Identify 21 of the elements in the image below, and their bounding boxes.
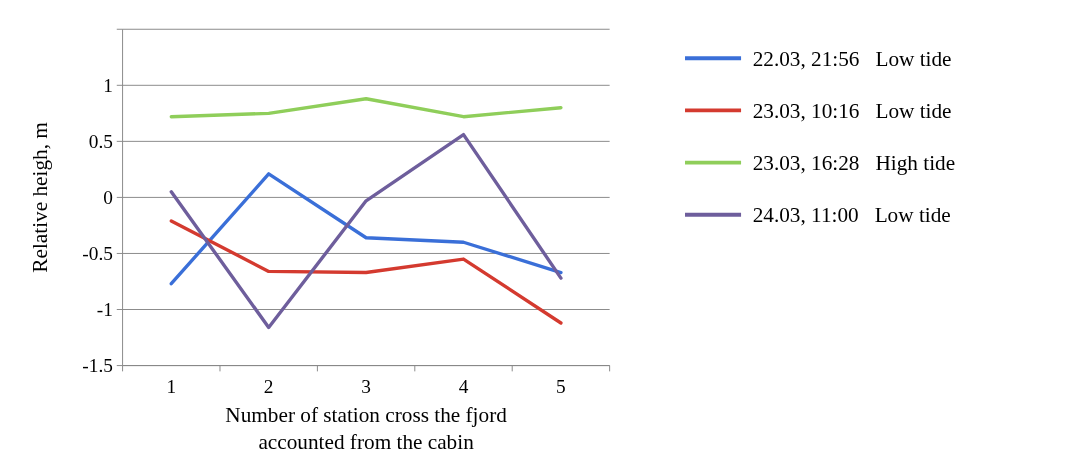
y-tick-label: 1 bbox=[103, 75, 113, 97]
line-series bbox=[169, 172, 563, 286]
x-tick-label: 1 bbox=[166, 375, 177, 397]
y-tick-label: -1 bbox=[96, 299, 113, 321]
y-tick-label: -0.5 bbox=[82, 243, 113, 265]
line-series bbox=[169, 219, 563, 325]
legend-label: 22.03, 21:56 Low tide bbox=[752, 46, 952, 71]
x-tick-label: 4 bbox=[458, 375, 469, 397]
x-tick-label: 2 bbox=[263, 375, 274, 397]
y-tick-label: -1.5 bbox=[82, 355, 113, 377]
legend-label: 23.03, 10:16 Low tide bbox=[752, 98, 952, 123]
legend-label: 24.03, 11:00 Low tide bbox=[752, 203, 951, 228]
x-tick-label: 5 bbox=[556, 375, 566, 397]
line-series bbox=[169, 97, 563, 119]
legend-label: 23.03, 16:28 High tide bbox=[752, 151, 956, 176]
y-tick-label: 0.5 bbox=[88, 131, 113, 153]
y-tick-label: 0 bbox=[103, 187, 113, 209]
y-axis-title: Relative heigh, m bbox=[28, 121, 53, 273]
x-tick-label: 3 bbox=[361, 375, 371, 397]
x-axis-title: Number of station cross the fjord accounted from the cabin bbox=[225, 402, 508, 454]
line-series bbox=[169, 132, 563, 330]
